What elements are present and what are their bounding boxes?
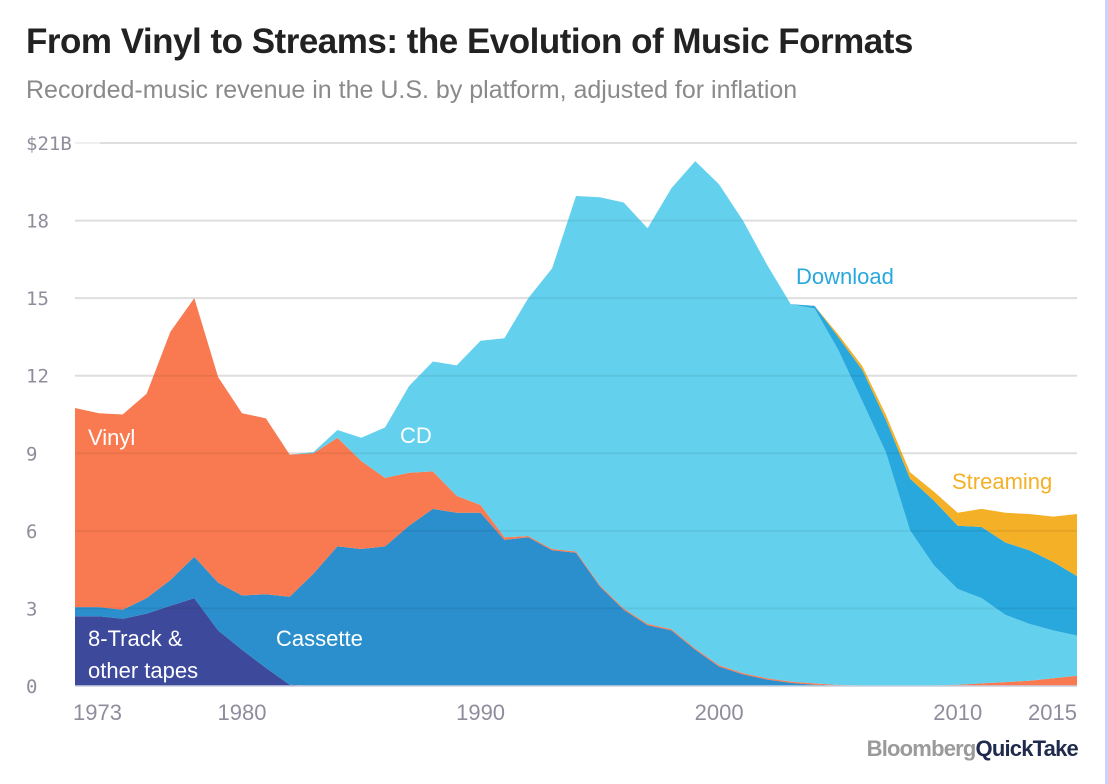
y-axis: 0 3 6 9 12 15 18 $21B [26,133,72,698]
x-tick-label: 1973 [73,700,122,725]
y-tick-label: 6 [26,521,37,543]
area-cassette [75,508,1077,686]
area-cd [75,161,1077,686]
series-label-8track-line1: 8-Track & [88,626,183,651]
y-tick-label: 18 [26,211,49,233]
x-tick-label: 1980 [218,700,267,725]
area-vinyl [75,298,1077,686]
frame-border [1105,0,1108,784]
logo-quicktake: QuickTake [975,736,1079,761]
x-tick-label: 2000 [695,700,744,725]
series-labels: Vinyl 8-Track & other tapes Cassette CD … [88,264,1052,683]
series-label-vinyl: Vinyl [88,425,135,450]
chart-subtitle: Recorded-music revenue in the U.S. by pl… [26,76,798,104]
y-tick-label: 15 [26,288,49,310]
y-tick-label: 9 [26,443,37,465]
gridlines-overlay [75,142,1077,610]
x-tick-label: 2010 [933,700,982,725]
series-label-streaming: Streaming [952,469,1052,494]
chart-title: From Vinyl to Streams: the Evolution of … [26,22,913,61]
series-label-download: Download [796,264,894,289]
x-axis: 1973 1980 1990 2000 2010 2015 [73,700,1077,725]
series-label-cassette: Cassette [276,626,363,651]
series-label-cd: CD [400,423,432,448]
y-tick-label: $21B [26,133,72,155]
series-label-8track-line2: other tapes [88,658,198,683]
logo-bloomberg: Bloomberg [866,736,977,761]
area-series [75,161,1077,687]
x-tick-label: 2015 [1028,700,1077,725]
x-tick-label: 1990 [456,700,505,725]
area-8-track-other-tapes [75,598,1077,686]
y-tick-label: 3 [26,598,37,620]
bloomberg-quicktake-logo: BloombergQuickTake [866,736,1079,762]
area-download [75,161,1077,636]
y-tick-label: 0 [26,676,37,698]
y-tick-label: 12 [26,366,49,388]
